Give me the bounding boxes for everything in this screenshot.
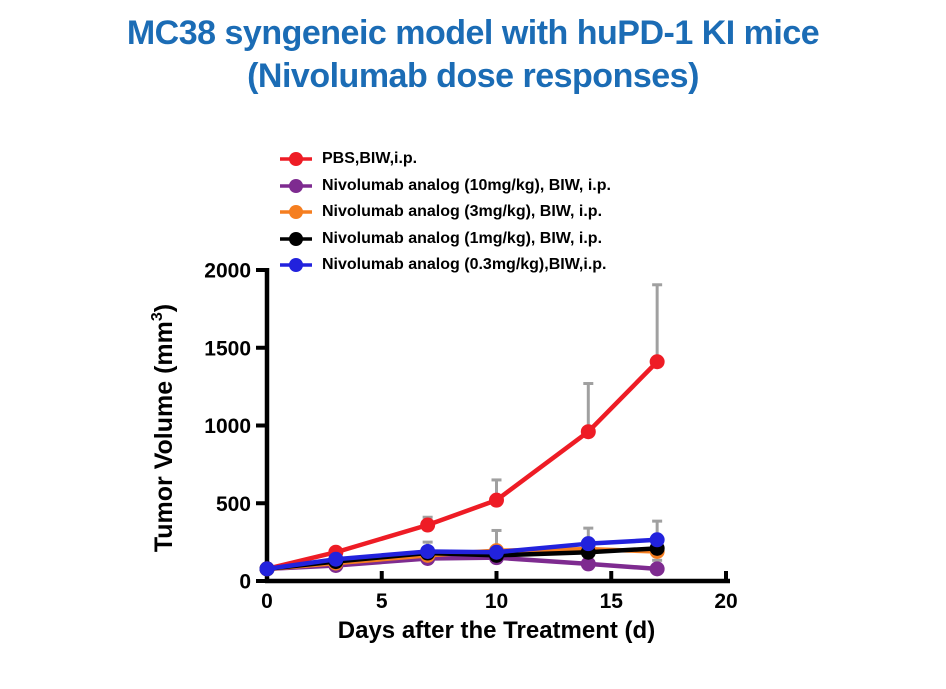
axes: 0 500 1000 1500 2000 0 5 10 15 20: [204, 260, 737, 614]
chart-title: MC38 syngeneic model with huPD-1 KI mice…: [0, 12, 946, 98]
y-tick-label: 0: [239, 571, 251, 594]
nivolumab-0-3mgkg-marker-icon: [280, 258, 312, 273]
nivolumab-10mgkg-marker-icon: [280, 178, 312, 193]
y-tick-label: 500: [216, 493, 251, 516]
x-tick-label: 0: [261, 590, 273, 613]
y-axis-label: Tumor Volume (mm3): [149, 304, 178, 552]
x-tick-label: 5: [376, 590, 388, 613]
legend-item-nivolumab-10mgkg: Nivolumab analog (10mg/kg), BIW, i.p.: [280, 173, 611, 200]
chart-legend: PBS,BIW,i.p. Nivolumab analog (10mg/kg), …: [280, 146, 611, 279]
legend-label: PBS,BIW,i.p.: [322, 150, 418, 168]
data-point-nivolumab-10mgkg-day17: [649, 561, 665, 577]
error-bars: [330, 283, 663, 569]
series-pbs: [259, 354, 665, 577]
nivolumab-1mgkg-marker-icon: [280, 231, 312, 246]
x-tick-label: 20: [714, 590, 737, 613]
data-point-nivolumab-0-3mgkg-day0: [259, 561, 275, 577]
legend-item-nivolumab-3mgkg: Nivolumab analog (3mg/kg), BIW, i.p.: [280, 199, 611, 226]
y-tick-label: 1000: [204, 415, 251, 438]
data-point-nivolumab-0-3mgkg-day17: [649, 532, 665, 548]
legend-label: Nivolumab analog (10mg/kg), BIW, i.p.: [322, 176, 611, 194]
data-point-nivolumab-0-3mgkg-day14: [580, 536, 596, 552]
data-point-nivolumab-0-3mgkg-day10: [489, 544, 504, 560]
nivolumab-3mgkg-marker-icon: [280, 205, 312, 220]
data-point-nivolumab-10mgkg-day14: [580, 556, 596, 572]
data-point-pbs-day7: [420, 517, 436, 533]
data-point-pbs-day10: [489, 492, 504, 508]
data-point-pbs-day17: [649, 354, 665, 370]
legend-label: Nivolumab analog (3mg/kg), BIW, i.p.: [322, 203, 603, 221]
legend-item-pbs: PBS,BIW,i.p.: [280, 146, 611, 173]
chart-title-line1: MC38 syngeneic model with huPD-1 KI mice: [126, 14, 820, 52]
series-line-nivolumab-0-3mgkg: [266, 537, 658, 572]
x-tick-label: 10: [485, 590, 508, 613]
series-nivolumab-0-3mgkg: [259, 532, 665, 577]
chart-title-line2: (Nivolumab dose responses): [247, 57, 699, 96]
pbs-marker-icon: [280, 152, 312, 167]
data-point-nivolumab-0-3mgkg-day7: [420, 543, 436, 559]
legend-label: Nivolumab analog (0.3mg/kg),BIW,i.p.: [322, 256, 607, 274]
legend-label: Nivolumab analog (1mg/kg), BIW, i.p.: [322, 229, 603, 247]
legend-item-nivolumab-0-3mgkg: Nivolumab analog (0.3mg/kg),BIW,i.p.: [280, 252, 611, 279]
y-tick-label: 2000: [204, 260, 251, 283]
x-tick-label: 15: [600, 590, 624, 613]
legend-item-nivolumab-1mgkg: Nivolumab analog (1mg/kg), BIW, i.p.: [280, 226, 611, 253]
series-line-pbs: [266, 360, 659, 572]
y-tick-label: 1500: [204, 337, 251, 360]
x-axis-label: Days after the Treatment (d): [338, 617, 655, 644]
data-point-nivolumab-0-3mgkg-day3: [328, 551, 344, 567]
data-point-pbs-day14: [580, 424, 596, 440]
